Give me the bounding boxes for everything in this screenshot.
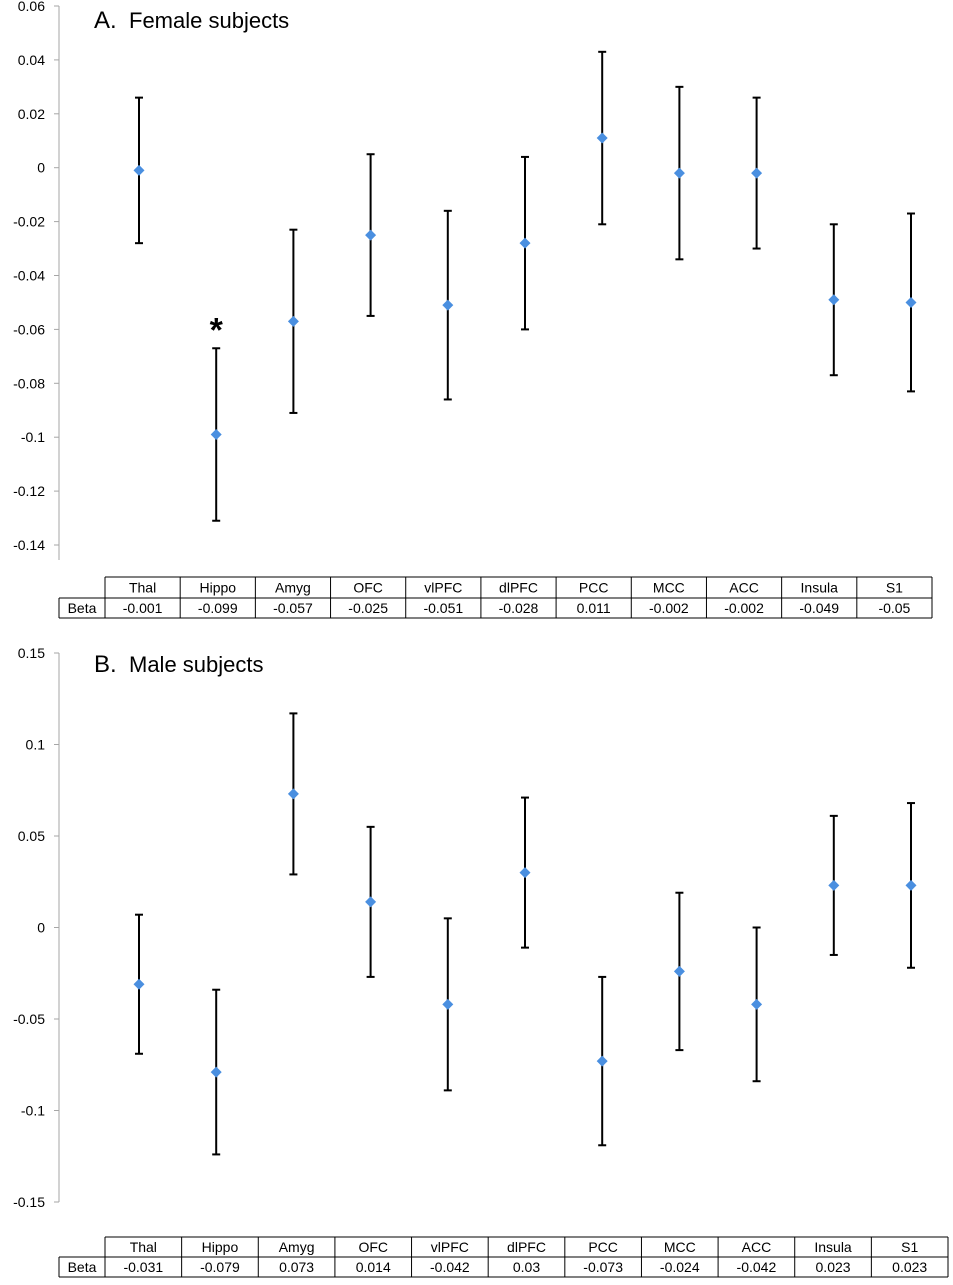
data-point: [210, 1066, 222, 1078]
table-beta-value: -0.002: [649, 600, 689, 616]
table-beta-value: -0.042: [737, 1259, 777, 1275]
table-category-label: Insula: [801, 580, 839, 596]
data-point: [673, 167, 685, 179]
panel-title: Male subjects: [129, 652, 264, 677]
table-beta-value: 0.073: [279, 1259, 314, 1275]
table-beta-value: 0.014: [356, 1259, 391, 1275]
table-beta-value: -0.025: [348, 600, 388, 616]
table-category-label: MCC: [653, 580, 685, 596]
y-tick-label: 0.04: [18, 52, 45, 68]
data-point: [210, 429, 222, 441]
table-category-label: ACC: [742, 1239, 772, 1255]
data-point: [365, 896, 377, 908]
y-tick-label: -0.04: [13, 268, 45, 284]
table-row-label: Beta: [68, 1259, 97, 1275]
table-beta-value: -0.05: [878, 600, 910, 616]
data-point: [133, 978, 145, 990]
table-category-label: vlPFC: [431, 1239, 469, 1255]
y-tick-label: -0.1: [21, 429, 45, 445]
data-point: [519, 237, 531, 249]
y-tick-label: -0.1: [21, 1103, 45, 1119]
table-beta-value: -0.002: [724, 600, 764, 616]
y-tick-label: 0.05: [18, 828, 45, 844]
data-point: [596, 1055, 608, 1067]
data-point: [442, 998, 454, 1010]
table-beta-value: 0.011: [577, 600, 611, 616]
y-tick-label: 0.06: [18, 0, 45, 14]
data-point: [133, 164, 145, 176]
data-point: [828, 294, 840, 306]
y-tick-label: -0.08: [13, 375, 45, 391]
table-category-label: ACC: [729, 580, 759, 596]
significance-marker: *: [210, 311, 224, 349]
data-point: [365, 229, 377, 241]
data-point: [442, 299, 454, 311]
table-beta-value: -0.031: [123, 1259, 163, 1275]
panel-label: B.: [94, 651, 117, 678]
data-point: [905, 879, 917, 891]
table-beta-value: -0.024: [660, 1259, 700, 1275]
data-point: [751, 167, 763, 179]
y-tick-label: -0.12: [13, 483, 45, 499]
table-category-label: Amyg: [279, 1239, 315, 1255]
table-beta-value: 0.03: [513, 1259, 540, 1275]
table-category-label: OFC: [358, 1239, 388, 1255]
table-category-label: Hippo: [199, 580, 236, 596]
data-point: [287, 788, 299, 800]
table-beta-value: 0.023: [892, 1259, 927, 1275]
panel-b-male: 0.15 0.1 0.05 0 -0.05 -0.1 -0.15 B. Male subject…: [13, 645, 949, 1278]
data-point: [596, 132, 608, 144]
table-beta-value: -0.042: [430, 1259, 470, 1275]
y-tick-label: 0: [37, 160, 45, 176]
table-category-label: Amyg: [275, 580, 311, 596]
data-point: [751, 998, 763, 1010]
panel-label: A.: [94, 7, 117, 34]
table-category-label: PCC: [588, 1239, 618, 1255]
table-category-label: vlPFC: [424, 580, 462, 596]
panel-title: Female subjects: [129, 8, 289, 33]
table-category-label: OFC: [353, 580, 383, 596]
table-category-label: dlPFC: [499, 580, 538, 596]
table-beta-value: -0.051: [423, 600, 463, 616]
table-beta-value: 0.023: [816, 1259, 851, 1275]
table-category-label: PCC: [579, 580, 609, 596]
y-tick-label: 0.15: [18, 645, 45, 661]
table-category-label: Thal: [130, 1239, 157, 1255]
y-tick-label: 0.02: [18, 106, 45, 122]
table-row-label: Beta: [68, 600, 97, 616]
table-category-label: Hippo: [202, 1239, 239, 1255]
data-point: [828, 879, 840, 891]
table-category-label: Thal: [129, 580, 156, 596]
table-beta-value: -0.028: [499, 600, 539, 616]
table-category-label: Insula: [814, 1239, 852, 1255]
table-beta-value: -0.079: [200, 1259, 240, 1275]
table-category-label: S1: [886, 580, 903, 596]
y-tick-label: -0.05: [13, 1011, 45, 1027]
y-tick-label: -0.02: [13, 214, 45, 230]
y-tick-label: -0.06: [13, 321, 45, 337]
table-beta-value: -0.057: [273, 600, 313, 616]
y-tick-label: -0.15: [13, 1194, 45, 1210]
table-category-label: MCC: [664, 1239, 696, 1255]
table-beta-value: -0.001: [123, 600, 163, 616]
data-point: [287, 315, 299, 327]
data-point: [905, 296, 917, 308]
data-point: [519, 867, 531, 879]
table-beta-value: -0.073: [583, 1259, 623, 1275]
table-beta-value: -0.049: [799, 600, 839, 616]
panel-a-female: 0.06 0.04 0.02 0 -0.02 -0.04 -0.06 -0.08 -0.1 -0.…: [13, 0, 933, 619]
table-category-label: dlPFC: [507, 1239, 546, 1255]
table-category-label: S1: [901, 1239, 918, 1255]
y-tick-label: 0.1: [26, 737, 46, 753]
data-point: [673, 965, 685, 977]
y-tick-label: -0.14: [13, 537, 45, 553]
table-beta-value: -0.099: [198, 600, 238, 616]
y-tick-label: 0: [37, 920, 45, 936]
